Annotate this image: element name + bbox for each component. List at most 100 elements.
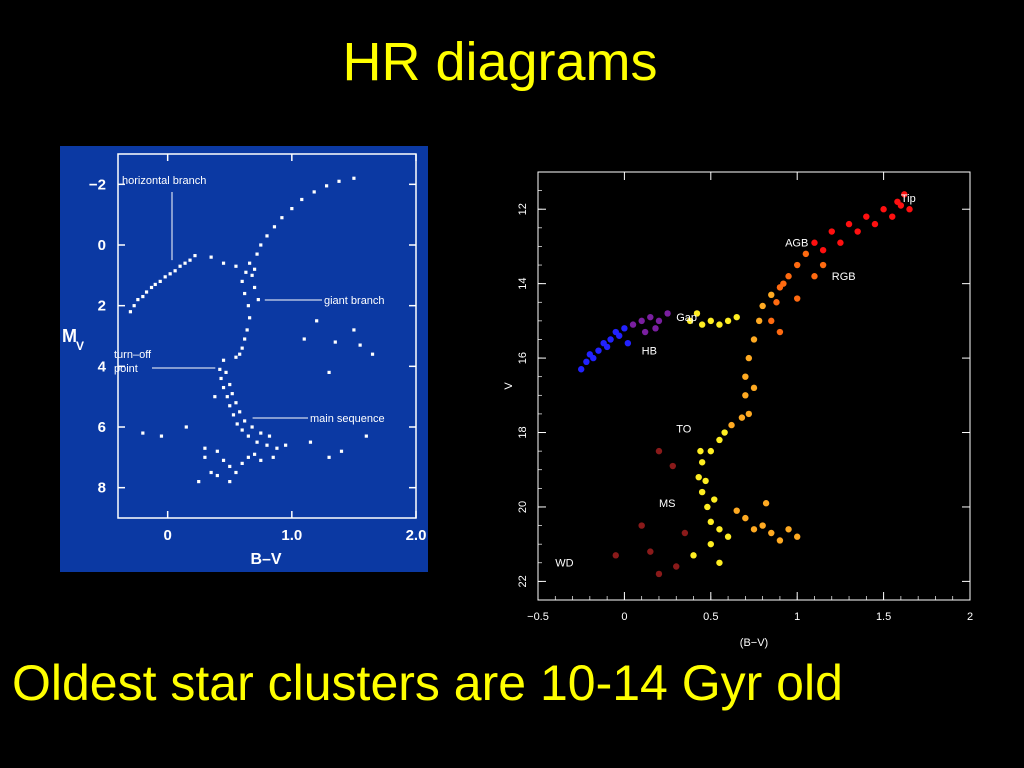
left-y-tick-label: 8 [98,480,106,497]
right-data-point [854,228,861,235]
left-x-tick-label: 0 [163,527,171,544]
left-data-point [240,461,244,465]
left-data-point [213,395,217,399]
left-x-axis-label: B–V [250,551,281,568]
right-annotation-label: RGB [832,271,856,283]
left-data-point [255,440,259,444]
right-data-point [819,261,827,269]
left-data-point [141,294,145,299]
right-data-point [819,246,827,254]
left-data-point [238,352,242,356]
right-data-point [880,206,887,213]
right-annotation-label: Tip [901,193,916,205]
left-data-point [246,304,250,308]
right-data-point [906,206,913,213]
right-data-point [837,239,844,246]
left-data-point [333,340,337,344]
left-data-point [325,184,329,188]
left-data-point [144,290,149,294]
left-data-point [159,434,164,438]
right-data-point [802,250,810,258]
left-data-point [153,282,157,287]
right-data-point [762,500,770,507]
left-data-point [193,254,197,258]
left-data-point [312,190,316,194]
left-data-point [238,410,242,414]
right-data-point [603,343,611,351]
right-hr-diagram: Tip AGB RGB Gap HB TO MS WD V (B−V) −0.5 0 0.5 1 1.… [503,171,973,649]
right-data-point [750,526,758,533]
left-data-point [215,449,219,453]
right-data-point [776,328,784,336]
right-data-point [704,503,711,511]
left-data-point [184,425,188,429]
right-annotation-label: MS [659,498,676,510]
right-data-point [716,526,723,533]
left-data-point [132,304,136,308]
left-data-point [240,279,244,283]
left-data-point [221,261,226,265]
left-data-point [228,480,232,484]
left-data-point [259,458,263,462]
left-data-point [230,392,234,396]
left-data-point [149,285,154,290]
left-data-point [234,355,238,359]
left-data-point [228,382,232,387]
left-data-point [300,197,304,202]
right-data-point [621,325,628,332]
right-y-tick-label: 16 [517,352,529,364]
right-data-point [707,317,714,325]
right-data-point [901,191,908,198]
right-data-point [871,220,879,228]
left-data-point [252,267,257,271]
left-data-point [209,470,213,475]
left-data-point [252,285,257,290]
left-y-tick-label: −2 [89,176,106,193]
left-data-point [248,261,252,265]
right-y-tick-label: 18 [517,426,529,438]
right-data-point [616,332,623,339]
left-data-point [339,449,344,453]
right-data-point [721,429,728,436]
right-data-point [724,317,732,325]
right-data-point [697,447,704,455]
right-tick-marks [537,171,971,601]
left-data-point [259,243,263,247]
right-x-tick-label: 2 [967,611,973,623]
left-data-point [248,316,252,320]
right-data-point [647,313,654,321]
left-data-point [315,319,319,323]
right-data-point [759,302,766,310]
right-data-point [698,459,706,466]
left-data-point [141,431,145,435]
left-y-tick-label: 0 [98,237,106,254]
right-data-point [776,537,784,544]
left-data-point [250,273,254,277]
left-data-point [265,234,269,238]
right-data-point [745,410,753,418]
left-y-tick-label: 2 [98,298,106,315]
right-data-point [733,507,740,514]
left-data-point [246,434,250,438]
left-annotation-label: horizontal branch [122,175,206,187]
right-data-point [773,299,780,306]
right-data-point [690,552,697,559]
left-hr-diagram: M V B–V 0 1.0 2.0 −2 0 2 4 6 8 horizontal branch g… [62,153,426,568]
left-data-point [240,346,244,350]
right-data-point [889,213,896,220]
right-data-point [742,373,749,380]
right-data-point [811,239,818,246]
left-data-point [250,425,254,429]
right-y-tick-label: 14 [517,278,529,290]
page-title: HR diagrams [342,32,658,92]
right-data-point [655,570,663,578]
right-data-point [707,447,714,455]
right-annotations: Tip AGB RGB Gap HB TO MS WD [555,193,915,570]
right-data-point [742,514,749,522]
right-data-point [624,340,632,347]
left-data-point [221,358,226,362]
left-data-point [352,176,356,180]
right-data-point [863,213,870,220]
right-data-point [638,522,645,529]
right-data-point [698,488,706,496]
